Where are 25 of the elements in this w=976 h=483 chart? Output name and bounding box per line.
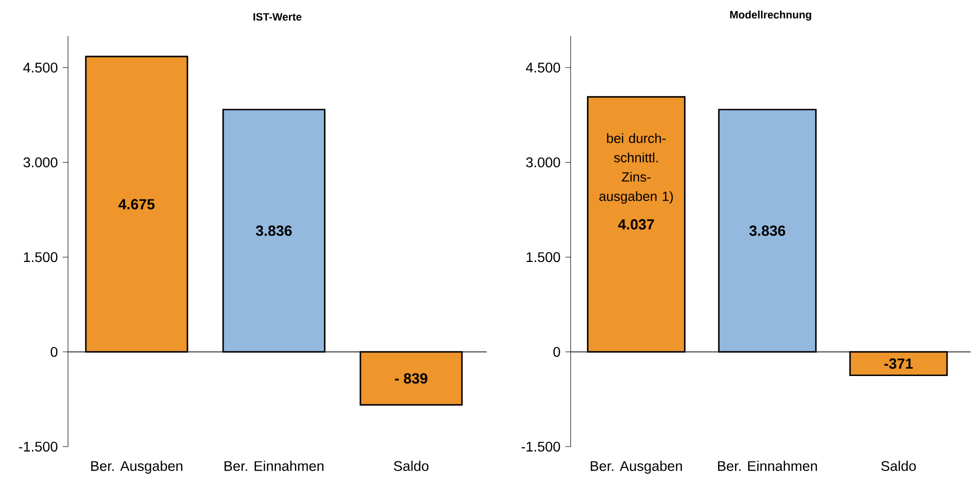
x-tick-label: Ber. Ausgaben bbox=[91, 460, 182, 474]
y-tick-label: -1.500 bbox=[18, 442, 58, 452]
y-tick-label: 3.000 bbox=[23, 158, 58, 168]
chart-title: Modellrechnung bbox=[730, 10, 812, 21]
data-label: 4.037 bbox=[618, 219, 654, 230]
annotation: bei durch-schnittl. Zins-ausgaben 1) bbox=[599, 133, 673, 204]
y-tick-label: 3.000 bbox=[526, 158, 560, 168]
y-tick-label: 0 bbox=[553, 347, 560, 358]
y-tick-label: 4.500 bbox=[526, 62, 560, 73]
data-label: 4.675 bbox=[118, 199, 155, 210]
data-label: - 839 bbox=[395, 373, 428, 384]
y-tick-label: -1.500 bbox=[522, 442, 560, 452]
chart-title: IST-Werte bbox=[254, 13, 302, 21]
y-tick-label: 0 bbox=[50, 347, 58, 358]
y-tick-label: 4.500 bbox=[23, 62, 58, 73]
data-label: 3.836 bbox=[256, 226, 292, 236]
x-tick-label: Ber. Ausgaben bbox=[590, 460, 682, 474]
x-tick-label: Saldo bbox=[394, 460, 428, 472]
y-tick-label: 1.500 bbox=[526, 252, 560, 262]
x-tick-label: Ber. Einnahmen bbox=[224, 460, 324, 472]
x-tick-label: Ber. Einnahmen bbox=[718, 460, 817, 472]
data-label: -371 bbox=[884, 358, 913, 369]
y-tick-label: 1.500 bbox=[24, 252, 58, 262]
x-tick-label: Saldo bbox=[881, 460, 916, 472]
data-label: 3.836 bbox=[749, 226, 786, 236]
